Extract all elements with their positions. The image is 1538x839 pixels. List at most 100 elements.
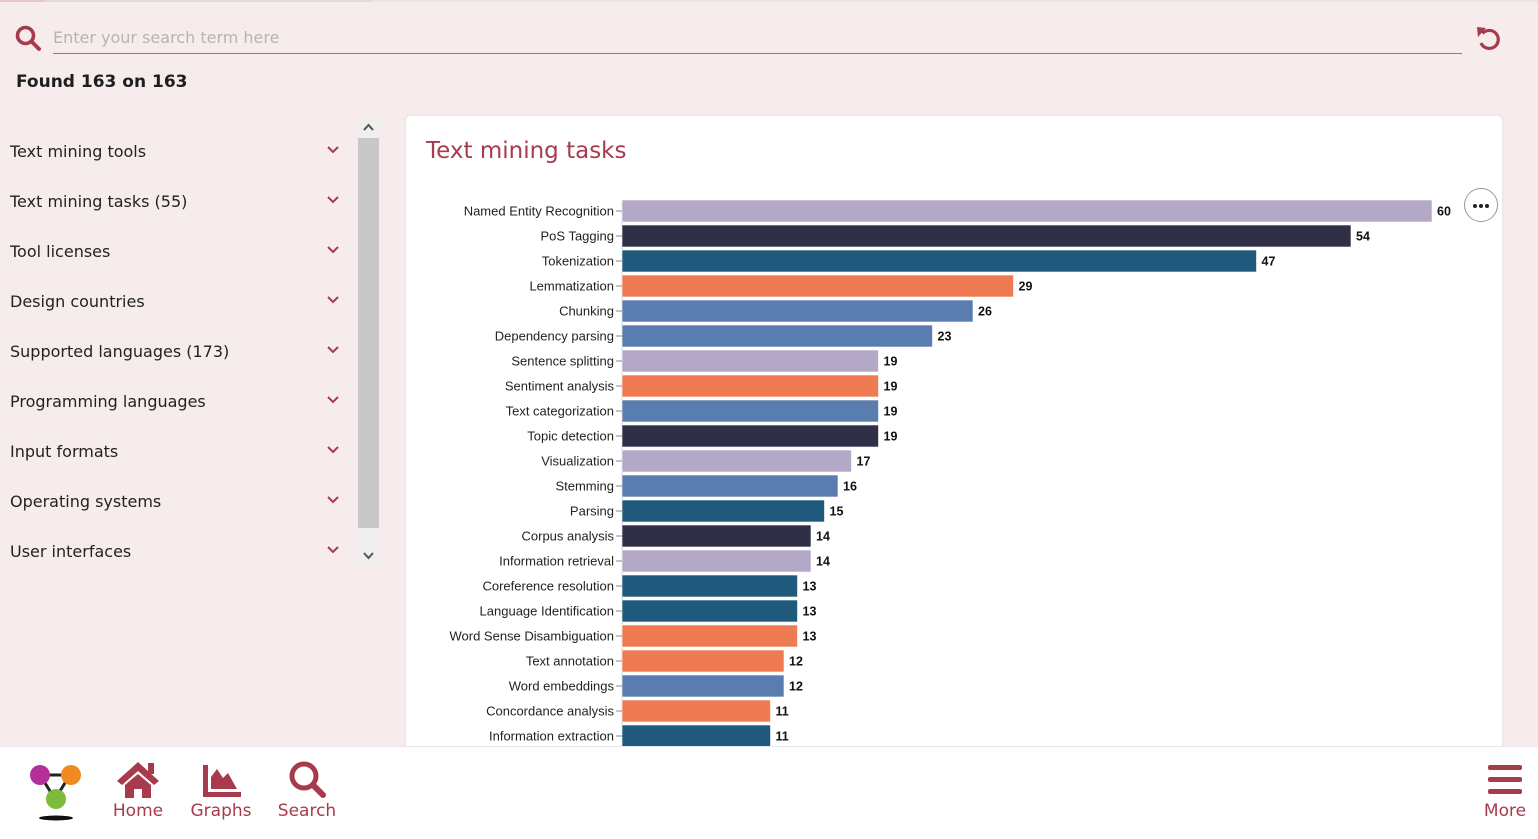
filter-design-countries[interactable]: Design countries — [10, 284, 350, 324]
y-tick-label: Text annotation — [526, 654, 614, 669]
bar-text-annotation[interactable] — [621, 649, 785, 673]
filter-user-interfaces[interactable]: User interfaces — [10, 534, 350, 574]
data-label: 19 — [884, 355, 898, 369]
bar-lemmatization[interactable] — [621, 274, 1014, 298]
data-label: 19 — [884, 405, 898, 419]
y-tick-label: Information retrieval — [499, 554, 614, 569]
more-horizontal-icon-dot — [1479, 204, 1483, 208]
y-tick-label: Word embeddings — [509, 679, 615, 694]
bar-topic-detection[interactable] — [621, 424, 879, 448]
bar-named-entity-recognition[interactable] — [621, 199, 1433, 223]
sidebar-scrollbar[interactable] — [358, 118, 379, 568]
scrollbar-thumb[interactable] — [358, 138, 379, 528]
nav-label: More — [1483, 801, 1527, 821]
y-tick-label: Topic detection — [527, 429, 614, 444]
y-tick-label: Coreference resolution — [482, 579, 614, 594]
data-label: 60 — [1437, 205, 1451, 219]
filter-label: Tool licenses — [10, 242, 111, 261]
filter-label: Design countries — [10, 292, 145, 311]
filter-sidebar: Text mining tools Text mining tasks (55)… — [0, 118, 360, 568]
nav-home[interactable]: Home — [112, 759, 164, 821]
bar-language-identification[interactable] — [621, 599, 798, 623]
nav-more[interactable]: More — [1480, 759, 1530, 821]
bar-text-categorization[interactable] — [621, 399, 879, 423]
filter-tool-licenses[interactable]: Tool licenses — [10, 234, 350, 274]
filter-label: Operating systems — [10, 492, 162, 511]
bar-information-extraction[interactable] — [621, 724, 771, 748]
data-label: 13 — [803, 580, 817, 594]
y-tick-label: Lemmatization — [529, 279, 614, 294]
y-tick-label: Tokenization — [542, 254, 614, 269]
filter-input-formats[interactable]: Input formats — [10, 434, 350, 474]
y-tick-label: Corpus analysis — [522, 529, 615, 544]
bar-dependency-parsing[interactable] — [621, 324, 933, 348]
filter-operating-systems[interactable]: Operating systems — [10, 484, 350, 524]
bar-stemming[interactable] — [621, 474, 839, 498]
filter-supported-languages[interactable]: Supported languages (173) — [10, 334, 350, 374]
y-tick-label: Stemming — [555, 479, 614, 494]
bar-corpus-analysis[interactable] — [621, 524, 812, 548]
y-tick-label: Word Sense Disambiguation — [449, 629, 614, 644]
nav-label: Search — [277, 801, 337, 821]
reset-icon[interactable] — [1474, 24, 1504, 54]
bar-word-sense-disambiguation[interactable] — [621, 624, 798, 648]
app-logo[interactable] — [28, 761, 84, 823]
bar-sentence-splitting[interactable] — [621, 349, 879, 373]
filter-label: Supported languages (173) — [10, 342, 230, 361]
chevron-down-icon — [327, 546, 339, 554]
filter-label: User interfaces — [10, 542, 132, 561]
nav-graphs[interactable]: Graphs — [190, 759, 252, 821]
data-label: 19 — [884, 430, 898, 444]
data-label: 14 — [816, 555, 830, 569]
bar-coreference-resolution[interactable] — [621, 574, 798, 598]
bar-visualization[interactable] — [621, 449, 852, 473]
bar-tokenization[interactable] — [621, 249, 1257, 273]
filter-text-mining-tools[interactable]: Text mining tools — [10, 134, 350, 174]
data-label: 11 — [776, 705, 789, 719]
y-tick-label: Language Identification — [480, 604, 614, 619]
data-label: 14 — [816, 530, 830, 544]
top-progress-strip — [0, 0, 1538, 2]
nav-label: Graphs — [190, 801, 252, 821]
scroll-up-icon[interactable] — [361, 121, 376, 133]
nav-label: Home — [112, 801, 164, 821]
filter-label: Text mining tasks (55) — [10, 192, 188, 211]
filter-label: Text mining tools — [10, 142, 147, 161]
bar-concordance-analysis[interactable] — [621, 699, 771, 723]
chart-menu-button[interactable] — [1464, 188, 1498, 222]
y-tick-label: Sentiment analysis — [505, 379, 615, 394]
search-input[interactable] — [53, 22, 1462, 54]
y-tick-label: Visualization — [541, 454, 614, 469]
bar-chunking[interactable] — [621, 299, 974, 323]
data-label: 26 — [978, 305, 992, 319]
home-icon — [117, 762, 159, 798]
data-label: 29 — [1019, 280, 1033, 294]
bottom-navigation: Home Graphs Search More — [0, 746, 1538, 839]
results-count: Found 163 on 163 — [16, 72, 188, 92]
data-label: 23 — [938, 330, 952, 344]
data-label: 11 — [776, 730, 789, 744]
chevron-down-icon — [327, 246, 339, 254]
y-tick-label: Sentence splitting — [511, 354, 614, 369]
bar-parsing[interactable] — [621, 499, 825, 523]
y-tick-label: Concordance analysis — [486, 704, 614, 719]
chevron-down-icon — [327, 446, 339, 454]
bar-sentiment-analysis[interactable] — [621, 374, 879, 398]
bar-word-embeddings[interactable] — [621, 674, 785, 698]
chevron-down-icon — [327, 146, 339, 154]
filter-programming-languages[interactable]: Programming languages — [10, 384, 350, 424]
search-icon[interactable] — [14, 24, 42, 52]
y-tick-label: Named Entity Recognition — [464, 204, 614, 219]
chart-card: Text mining tasks Named Entity Recogniti… — [406, 116, 1502, 756]
y-tick-label: Parsing — [570, 504, 614, 519]
scroll-down-icon[interactable] — [361, 550, 376, 562]
nav-search[interactable]: Search — [276, 759, 338, 821]
y-tick-label: Text categorization — [506, 404, 614, 419]
data-label: 16 — [843, 480, 857, 494]
chevron-down-icon — [327, 396, 339, 404]
filter-text-mining-tasks[interactable]: Text mining tasks (55) — [10, 184, 350, 224]
bar-information-retrieval[interactable] — [621, 549, 812, 573]
chevron-down-icon — [327, 296, 339, 304]
search-icon — [289, 761, 326, 798]
bar-pos-tagging[interactable] — [621, 224, 1352, 248]
